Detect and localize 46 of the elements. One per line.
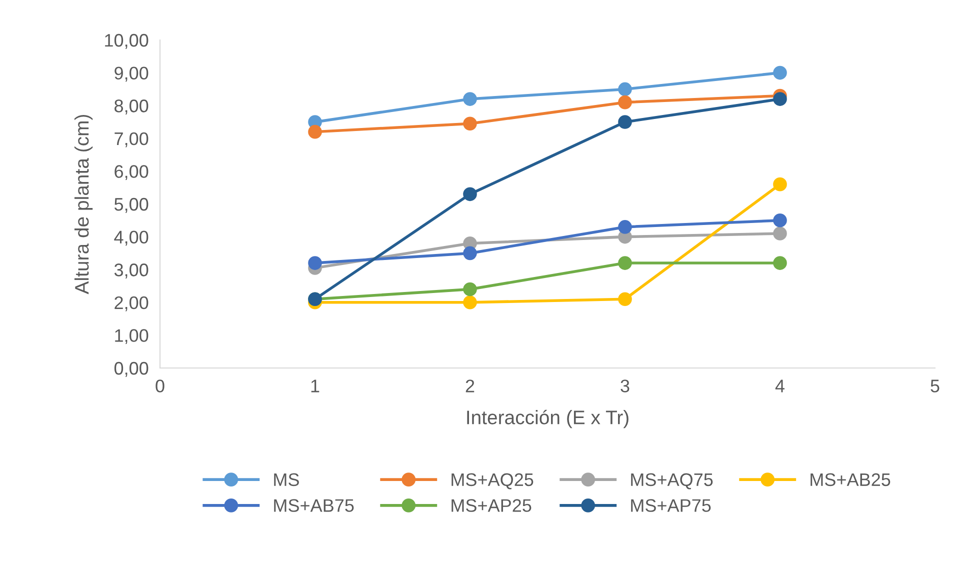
point	[773, 213, 787, 228]
y-tick-label: 8,00	[114, 100, 148, 114]
x-tick-label: 0	[156, 380, 164, 392]
y-tick-label: 0,00	[114, 362, 148, 377]
legend-label: MS+AB25	[810, 473, 890, 486]
point	[773, 66, 787, 80]
y-tick-label: 2,00	[114, 296, 148, 312]
legend-label: MS+AQ25	[452, 473, 534, 490]
legend-label: MS+AP25	[452, 499, 532, 512]
legend-label: MS	[274, 473, 299, 486]
x-axis-title: Interacción (E x Tr)	[467, 410, 628, 428]
y-tick-label: 9,00	[114, 66, 148, 82]
point	[618, 256, 632, 270]
point	[463, 295, 477, 310]
x-tick-label: 5	[930, 380, 940, 392]
legend-label: MS+AP75	[631, 499, 711, 512]
y-tick-label: 5,00	[114, 198, 148, 213]
y-axis-title: Altura de planta (cm)	[74, 114, 93, 294]
point	[618, 82, 632, 96]
legend-label: MS+AB75	[274, 499, 354, 512]
x-tick-label: 3	[620, 380, 630, 392]
point	[773, 177, 787, 192]
point	[773, 226, 787, 240]
y-tick-label: 7,00	[114, 132, 148, 148]
point	[463, 92, 477, 106]
x-tick-label: 1	[311, 380, 320, 392]
y-tick-label: 10,00	[105, 34, 148, 49]
y-tick-label: 1,00	[115, 329, 148, 344]
y-tick-label: 6,00	[114, 165, 148, 180]
point	[773, 256, 787, 270]
point	[463, 187, 477, 202]
point	[463, 246, 477, 260]
point	[308, 256, 322, 270]
point	[463, 282, 477, 296]
point	[618, 220, 632, 234]
point	[308, 124, 322, 139]
point	[618, 95, 632, 110]
point	[618, 115, 632, 129]
x-tick-label: 4	[775, 380, 784, 392]
y-tick-label: 3,00	[114, 264, 148, 278]
legend-label: MS+AQ75	[631, 473, 713, 490]
point	[773, 92, 787, 106]
point	[463, 116, 477, 131]
y-tick-label: 4,00	[114, 230, 148, 246]
point	[618, 292, 632, 306]
x-tick-label: 2	[466, 380, 474, 392]
